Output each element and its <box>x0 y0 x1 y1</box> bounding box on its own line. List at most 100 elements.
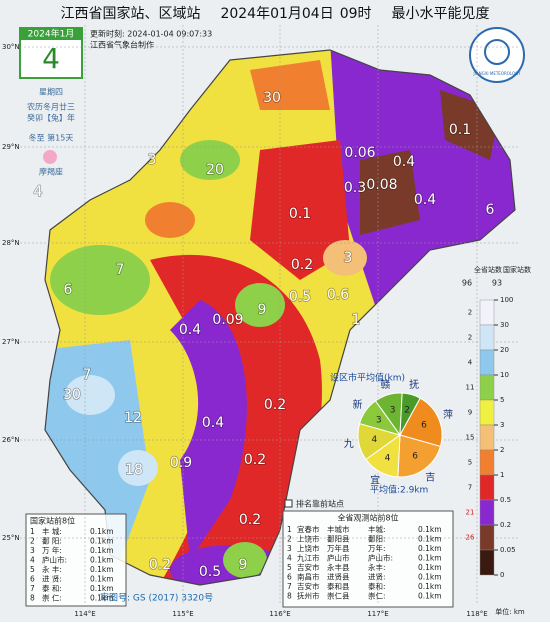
calendar-lunar: 农历冬月廿三 <box>27 102 75 112</box>
all-cell: 万年县 <box>327 543 350 553</box>
calendar-weekday: 星期四 <box>39 88 63 97</box>
lon-label: 114°E <box>74 610 95 618</box>
all-cell: 5 <box>287 563 292 572</box>
legend-count: 26 <box>466 534 475 542</box>
pie-value-label: 6 <box>412 452 418 462</box>
national-cell: 庐山市: <box>42 555 67 565</box>
national-cell: 1 <box>30 527 35 536</box>
map-value: 0.5 <box>199 564 221 580</box>
national-cell: 0.1km <box>90 546 114 555</box>
title-product: 最小水平能见度 <box>392 6 490 22</box>
all-cell: 泰和: <box>368 581 386 591</box>
legend-swatch <box>479 499 495 526</box>
province-outline <box>44 49 516 586</box>
lat-label: 30°N <box>2 43 20 51</box>
national-cell: 进 贤: <box>42 575 62 584</box>
pie-value-label: 2 <box>404 405 410 415</box>
national-table <box>25 513 127 607</box>
all-cell: 0.1km <box>418 554 442 563</box>
all-cell: 永丰: <box>368 562 386 572</box>
calendar-zodiac: 摩羯座 <box>39 167 63 177</box>
lat-label: 25°N <box>2 534 20 542</box>
map-value: 0.5 <box>289 289 311 305</box>
map-value: 0.2 <box>291 257 313 273</box>
national-cell: 0.1km <box>90 575 114 584</box>
logo-mark <box>484 39 510 65</box>
map-value: 0.9 <box>170 455 192 471</box>
legend-swatch <box>479 299 495 326</box>
all-cell: 4 <box>287 554 292 563</box>
pie-category-label: 萍 <box>443 409 453 421</box>
all-cell: 6 <box>287 573 292 582</box>
pie-average: 平均值:2.9km <box>370 484 428 496</box>
approval: 审图号: GS (2017) 3320号 <box>100 592 213 604</box>
pie-slice <box>397 434 442 478</box>
legend-swatch <box>479 324 495 351</box>
national-cell: 4 <box>30 556 35 565</box>
national-cell: 0.1km <box>90 565 114 574</box>
map-value: 0.2 <box>264 397 286 413</box>
all-cell: 鄱阳县 <box>327 535 350 544</box>
pie-value-label: 3 <box>376 416 382 426</box>
all-cell: 2 <box>287 535 292 544</box>
all-cell: 南昌市 <box>297 572 320 582</box>
map-value: 0.09 <box>212 312 243 328</box>
lat-label: 28°N <box>2 239 20 247</box>
update-time: 更新时刻: 2024-01-04 09:07:33 <box>90 29 212 39</box>
pie-value-label: 3 <box>390 406 396 416</box>
lat-label: 26°N <box>2 436 20 444</box>
map-value: 6 <box>486 202 495 218</box>
legend-count: 9 <box>468 409 472 417</box>
legend-tick-label: 20 <box>500 346 509 354</box>
map-value: 3 <box>344 250 353 266</box>
map-value: 18 <box>125 462 143 478</box>
legend-count: 11 <box>466 384 475 392</box>
pie-title: 设区市平均值(km) <box>330 372 405 384</box>
all-cell: 抚州市 <box>297 591 320 601</box>
national-cell: 崇 仁: <box>42 593 62 603</box>
all-cell: 进贤: <box>368 573 386 582</box>
maker: 江西省气象台制作 <box>90 40 154 50</box>
all-cell: 丰城市 <box>327 524 350 534</box>
legend-tick-label: 5 <box>500 396 504 404</box>
map-value: 0.2 <box>244 452 266 468</box>
lat-label: 27°N <box>2 338 20 346</box>
pie-category-label: 赣 <box>380 378 390 391</box>
all-cell: 0.1km <box>418 544 442 553</box>
legend-tick-label: 2 <box>500 446 504 454</box>
map-value: 7 <box>83 367 92 383</box>
legend-count: 2 <box>468 334 472 342</box>
national-cell: 5 <box>30 565 35 574</box>
all-cell: 宜春市 <box>297 524 320 534</box>
map-value: 0.4 <box>414 192 436 208</box>
all-cell: 0.1km <box>418 563 442 572</box>
legend-tick-label: 1 <box>500 471 504 479</box>
map-value: 0.6 <box>327 287 349 303</box>
zodiac-icon <box>43 150 57 164</box>
logo-text: JIANGXI METEOROLOGY <box>473 71 522 76</box>
all-cell: 进贤县 <box>327 573 350 582</box>
all-cell: 吉安市 <box>297 562 320 572</box>
map-value: 0.2 <box>149 557 171 573</box>
legend-tick-label: 100 <box>500 296 513 304</box>
legend-swatch <box>479 449 495 476</box>
all-cell: 崇仁县 <box>327 591 350 601</box>
map-value: 7 <box>116 262 125 278</box>
lon-label: 115°E <box>172 610 193 618</box>
ranking-marker-icon <box>284 499 293 508</box>
all-cell: 0.1km <box>418 535 442 544</box>
legend-total-title: 全省站数 <box>474 265 502 274</box>
title-hour: 09时 <box>340 6 372 22</box>
all-cell: 丰城: <box>368 524 386 534</box>
national-cell: 鄱 阳: <box>42 537 62 546</box>
legend-unit: 单位: km <box>495 607 525 616</box>
national-cell: 永 丰: <box>42 564 62 574</box>
all-cell: 庐山市: <box>368 553 393 563</box>
national-cell: 万 年: <box>42 545 62 555</box>
national-cell: 2 <box>30 537 35 546</box>
map-value: 0.4 <box>179 322 201 338</box>
map-value: 0.1 <box>289 206 311 222</box>
pie-category-label: 抚 <box>409 379 419 391</box>
